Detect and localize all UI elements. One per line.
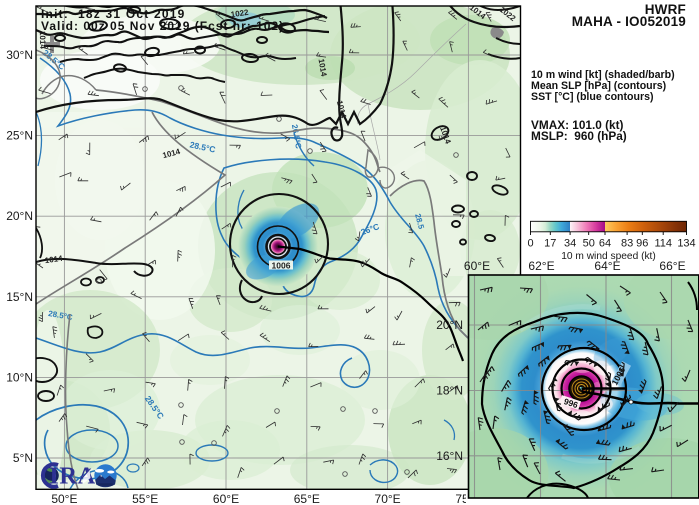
svg-text:996: 996 <box>563 396 580 410</box>
svg-text:20°N: 20°N <box>6 209 33 223</box>
svg-text:66°E: 66°E <box>659 259 685 273</box>
svg-text:64°E: 64°E <box>594 259 620 273</box>
svg-text:55°E: 55°E <box>132 492 158 505</box>
svg-text:75°E: 75°E <box>455 492 481 505</box>
svg-text:134: 134 <box>677 238 695 250</box>
svg-text:28.5°C: 28.5°C <box>48 309 74 322</box>
svg-text:1014: 1014 <box>38 31 48 50</box>
svg-text:30°N: 30°N <box>6 48 33 62</box>
svg-text:10 m wind [kt] (shaded/barb): 10 m wind [kt] (shaded/barb) <box>531 69 675 81</box>
svg-text:17: 17 <box>544 238 556 250</box>
svg-text:62°E: 62°E <box>528 259 554 273</box>
svg-text:65°E: 65°E <box>294 492 320 505</box>
svg-text:1014: 1014 <box>44 254 63 265</box>
svg-text:18°N: 18°N <box>436 384 463 398</box>
svg-text:28.5: 28.5 <box>413 213 426 231</box>
svg-text:10 m wind speed (kt): 10 m wind speed (kt) <box>561 251 656 262</box>
svg-text:Valid: 00z 05 Nov 2019 (Fcst h: Valid: 00z 05 Nov 2019 (Fcst hr: 102) <box>41 19 284 33</box>
svg-text:50: 50 <box>583 238 595 250</box>
svg-text:MAHA - IO052019: MAHA - IO052019 <box>572 14 686 29</box>
svg-text:0: 0 <box>527 238 533 250</box>
svg-text:1006: 1006 <box>272 261 291 271</box>
svg-text:60°E: 60°E <box>213 492 239 505</box>
svg-text:1022: 1022 <box>230 8 249 19</box>
svg-text:HWRF: HWRF <box>645 2 686 17</box>
svg-text:MSLP: 960 (hPa): MSLP: 960 (hPa) <box>531 129 627 143</box>
svg-text:34: 34 <box>564 238 576 250</box>
svg-text:Init: 18z 31 Oct 2019: Init: 18z 31 Oct 2019 <box>41 7 185 21</box>
svg-text:25°N: 25°N <box>6 129 33 143</box>
svg-text:20°N: 20°N <box>436 318 463 332</box>
svg-text:VMAX: 101.0 (kt): VMAX: 101.0 (kt) <box>531 118 624 132</box>
svg-text:60°E: 60°E <box>464 259 490 273</box>
svg-text:10°N: 10°N <box>6 370 33 384</box>
svg-text:1014: 1014 <box>316 58 328 78</box>
svg-text:50°E: 50°E <box>51 492 77 505</box>
svg-text:70°E: 70°E <box>375 492 401 505</box>
svg-text:64: 64 <box>599 238 611 250</box>
svg-text:96: 96 <box>636 238 648 250</box>
svg-text:Mean SLP [hPa] (contours): Mean SLP [hPa] (contours) <box>531 80 666 92</box>
svg-text:114: 114 <box>654 238 672 250</box>
svg-text:SST [°C] (blue contours): SST [°C] (blue contours) <box>531 91 654 103</box>
svg-text:16°N: 16°N <box>436 449 463 463</box>
svg-text:83: 83 <box>621 238 633 250</box>
svg-text:5°N: 5°N <box>13 451 33 465</box>
svg-text:15°N: 15°N <box>6 290 33 304</box>
